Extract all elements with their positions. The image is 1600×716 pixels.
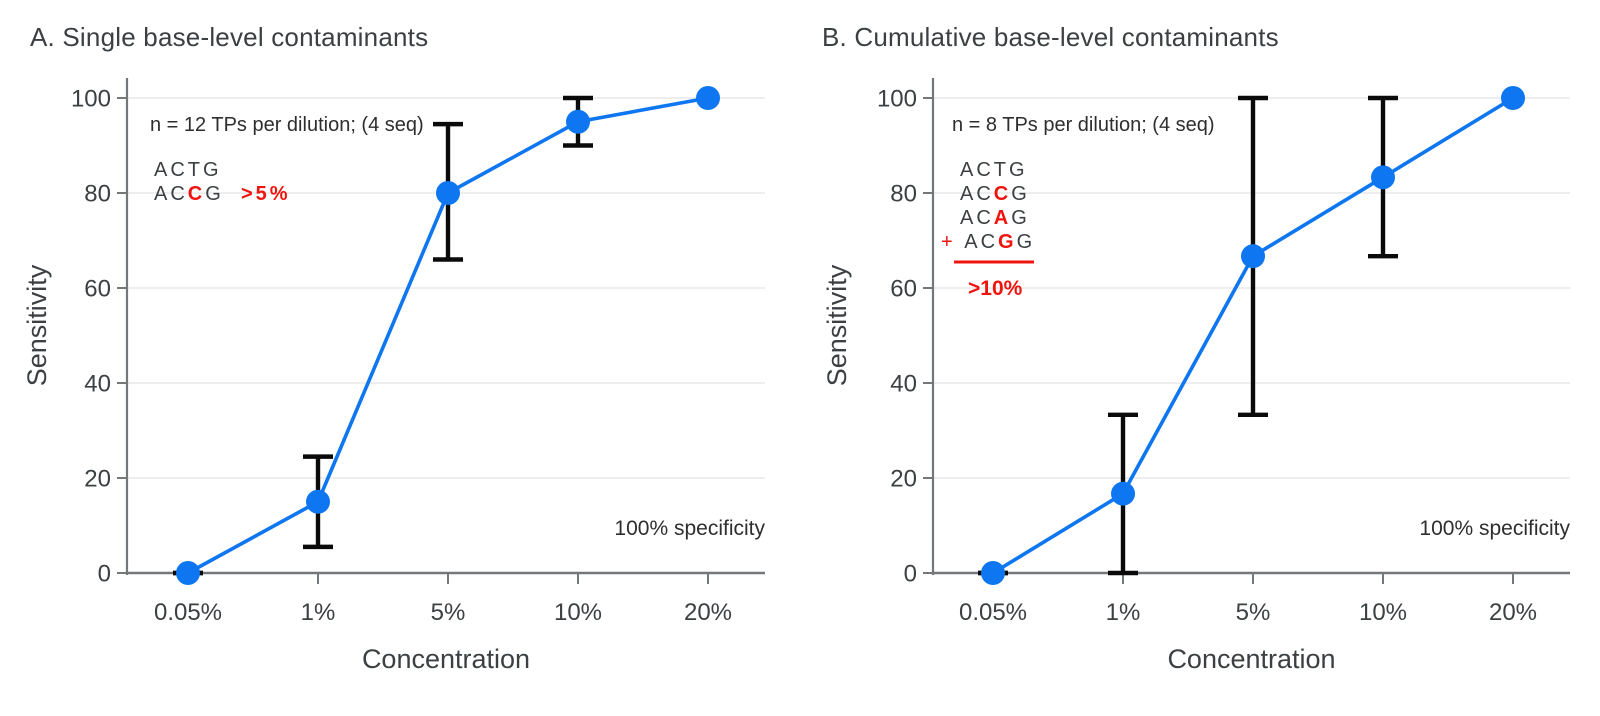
y-tick-label: 0 (98, 561, 111, 588)
error-bars (173, 95, 593, 576)
data-points (176, 86, 720, 585)
sequence-line: ACAG (960, 207, 1030, 229)
data-point (696, 86, 720, 110)
y-axis-title: Sensitivity (22, 264, 52, 386)
data-point (1111, 481, 1135, 506)
y-tick-label: 80 (890, 181, 917, 208)
y-tick-label: 20 (890, 466, 917, 493)
error-bars (978, 95, 1398, 576)
sequence-line: ACTG (154, 159, 222, 181)
x-tick-label: 0.05% (959, 599, 1027, 626)
y-tick-label: 40 (84, 371, 111, 398)
chart-svg: 0 20 40 60 80 100 0.05% 1% 5% 10% 20% Concentration… (822, 78, 1570, 674)
x-axis-title: Concentration (362, 644, 530, 674)
y-tick-label: 80 (84, 181, 111, 208)
data-point (176, 561, 200, 585)
sample-size-note: n = 8 TPs per dilution; (4 seq) (952, 114, 1215, 136)
sequence-line: ACCG (960, 183, 1030, 205)
sample-size-note: n = 12 TPs per dilution; (4 seq) (150, 114, 424, 136)
data-point (1371, 165, 1395, 190)
chart-svg: 0 20 40 60 80 100 0.05% 1% 5% 10% 20% Concentration… (22, 78, 765, 674)
y-tick-label: 60 (890, 276, 917, 303)
x-tick-label: 1% (301, 599, 336, 626)
y-tick-label: 20 (84, 466, 111, 493)
y-tick-label: 100 (71, 86, 111, 113)
sequence-line: ACTG (960, 159, 1028, 181)
data-points (981, 86, 1525, 585)
x-tick-label: 0.05% (154, 599, 222, 626)
x-tick-label: 5% (431, 599, 466, 626)
panel-a-chart: 0 20 40 60 80 100 0.05% 1% 5% 10% 20% Concentration… (22, 78, 765, 674)
specificity-note: 100% specificity (614, 517, 765, 540)
x-tick-label: 20% (1489, 599, 1537, 626)
y-tick-label: 0 (904, 561, 917, 588)
panel-b-chart: 0 20 40 60 80 100 0.05% 1% 5% 10% 20% Concentration… (800, 0, 1600, 716)
specificity-note: 100% specificity (1419, 517, 1570, 540)
data-point (1501, 86, 1525, 110)
axes: 0 20 40 60 80 100 0.05% 1% 5% 10% 20% (877, 78, 1570, 626)
sequence-line: + ACGG (941, 231, 1035, 253)
panel-a: A. Single base-level contaminants 0 20 40 6… (0, 0, 800, 711)
panel-b-title: B. Cumulative base-level contaminants (822, 22, 1279, 52)
data-point (566, 109, 590, 134)
data-point (306, 489, 330, 514)
y-tick-label: 40 (890, 371, 917, 398)
x-axis-title: Concentration (1167, 644, 1335, 674)
threshold-label: >10% (968, 277, 1023, 300)
y-axis-title: Sensitivity (822, 264, 852, 386)
x-tick-label: 20% (684, 599, 732, 626)
x-tick-label: 10% (554, 599, 602, 626)
panel-b: B. Cumulative base-level contaminants 0 2… (800, 0, 1600, 711)
x-tick-label: 10% (1359, 599, 1407, 626)
data-point (981, 561, 1005, 585)
data-point (436, 181, 460, 205)
sequence-line: ACCG >5% (154, 183, 291, 205)
y-tick-label: 100 (877, 86, 917, 113)
panel-a-title: A. Single base-level contaminants (30, 22, 429, 52)
x-tick-label: 1% (1106, 599, 1141, 626)
y-tick-label: 60 (84, 276, 111, 303)
axes: 0 20 40 60 80 100 0.05% 1% 5% 10% 20% (71, 78, 765, 626)
x-tick-label: 5% (1236, 599, 1271, 626)
data-point (1241, 244, 1265, 269)
